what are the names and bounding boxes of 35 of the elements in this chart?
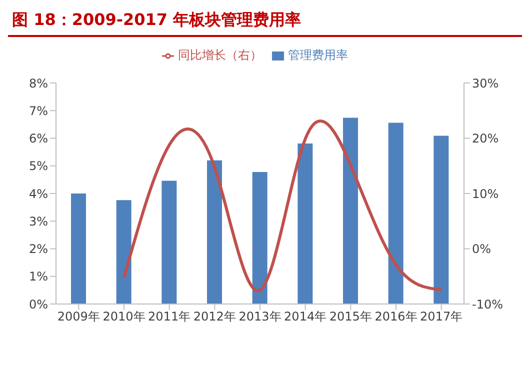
y-tick-label: 8% [28,76,48,90]
y2-tick-label: -10% [472,297,504,312]
y2-tick-label: 30% [472,76,499,90]
bar [388,122,404,304]
bar [343,118,358,304]
y-tick-label: 1% [28,270,48,284]
y-tick-label: 4% [28,186,48,201]
x-tick-label: 2014年 [284,310,327,324]
y-tick-label: 5% [28,159,48,174]
y-tick-label: 3% [28,214,48,228]
legend-label: 管理费用率 [288,48,348,62]
x-tick-label: 2009年 [57,310,100,324]
y-tick-label: 0% [28,297,48,312]
y-tick-label: 2% [28,242,48,256]
x-tick-label: 2015年 [329,310,372,324]
bar [207,160,222,304]
x-tick-label: 2016年 [374,310,418,324]
bar [162,180,177,304]
y2-tick-label: 20% [472,132,499,146]
x-tick-label: 2013年 [238,310,282,324]
bar [298,144,313,304]
y-tick-label: 6% [28,132,48,146]
legend-label: 同比增长（右） [178,48,262,62]
x-tick-label: 2012年 [193,310,236,324]
bar [116,200,132,304]
x-tick-label: 2017年 [420,310,463,324]
y2-tick-label: 0% [472,242,492,256]
bar [434,136,449,304]
x-tick-label: 2010年 [102,310,146,324]
x-tick-label: 2011年 [148,310,191,324]
bar [71,194,86,304]
bar [252,172,268,304]
chart-title: 图 18：2009-2017 年板块管理费用率 [8,8,522,37]
y-tick-label: 7% [28,104,48,118]
y2-tick-label: 10% [472,186,499,201]
